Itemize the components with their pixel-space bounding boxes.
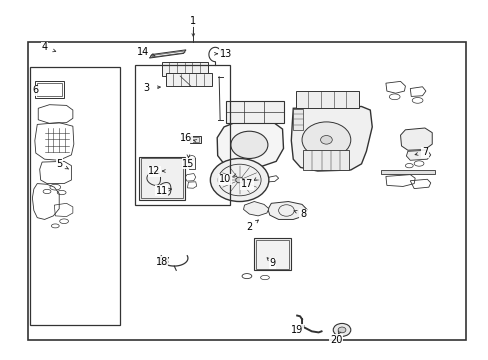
Text: 2: 2 — [246, 222, 252, 232]
Text: 5: 5 — [56, 159, 62, 169]
Polygon shape — [400, 128, 431, 150]
Bar — [141, 158, 183, 198]
Bar — [30, 67, 120, 325]
Text: 12: 12 — [148, 166, 160, 176]
Circle shape — [210, 158, 268, 202]
Text: 6: 6 — [33, 85, 39, 95]
Text: 19: 19 — [290, 325, 303, 335]
Circle shape — [230, 131, 267, 158]
Polygon shape — [243, 202, 268, 216]
Text: 8: 8 — [299, 209, 305, 219]
Polygon shape — [291, 107, 371, 171]
Bar — [225, 101, 284, 123]
Circle shape — [337, 327, 345, 333]
Bar — [295, 91, 358, 108]
Bar — [293, 109, 303, 130]
Text: 16: 16 — [180, 133, 192, 143]
Bar — [165, 73, 211, 86]
Text: 15: 15 — [182, 159, 194, 169]
Text: 7: 7 — [421, 147, 427, 157]
Bar — [303, 150, 348, 170]
Text: 14: 14 — [137, 46, 149, 57]
Bar — [35, 81, 64, 98]
Text: 18: 18 — [155, 257, 167, 267]
Text: 10: 10 — [219, 174, 231, 184]
Polygon shape — [406, 150, 430, 160]
Bar — [191, 136, 199, 142]
Polygon shape — [267, 202, 306, 220]
Bar — [188, 158, 194, 169]
Circle shape — [302, 122, 350, 158]
Bar — [135, 65, 229, 205]
Text: 9: 9 — [269, 258, 275, 268]
Bar — [161, 62, 207, 76]
Text: 13: 13 — [220, 49, 232, 59]
Circle shape — [320, 135, 331, 144]
Polygon shape — [217, 120, 283, 167]
Circle shape — [332, 323, 350, 336]
Text: 20: 20 — [329, 334, 342, 345]
Text: 1: 1 — [190, 16, 196, 26]
Text: 4: 4 — [41, 42, 47, 52]
Bar — [380, 170, 434, 174]
Bar — [139, 157, 184, 200]
Text: 11: 11 — [155, 186, 167, 196]
Text: 3: 3 — [142, 83, 149, 93]
Circle shape — [235, 177, 243, 183]
Bar — [254, 238, 290, 270]
Bar — [256, 239, 288, 269]
Bar — [37, 83, 61, 96]
Bar — [27, 42, 466, 339]
Text: 17: 17 — [240, 179, 253, 189]
Bar — [189, 135, 200, 143]
Polygon shape — [149, 50, 185, 58]
